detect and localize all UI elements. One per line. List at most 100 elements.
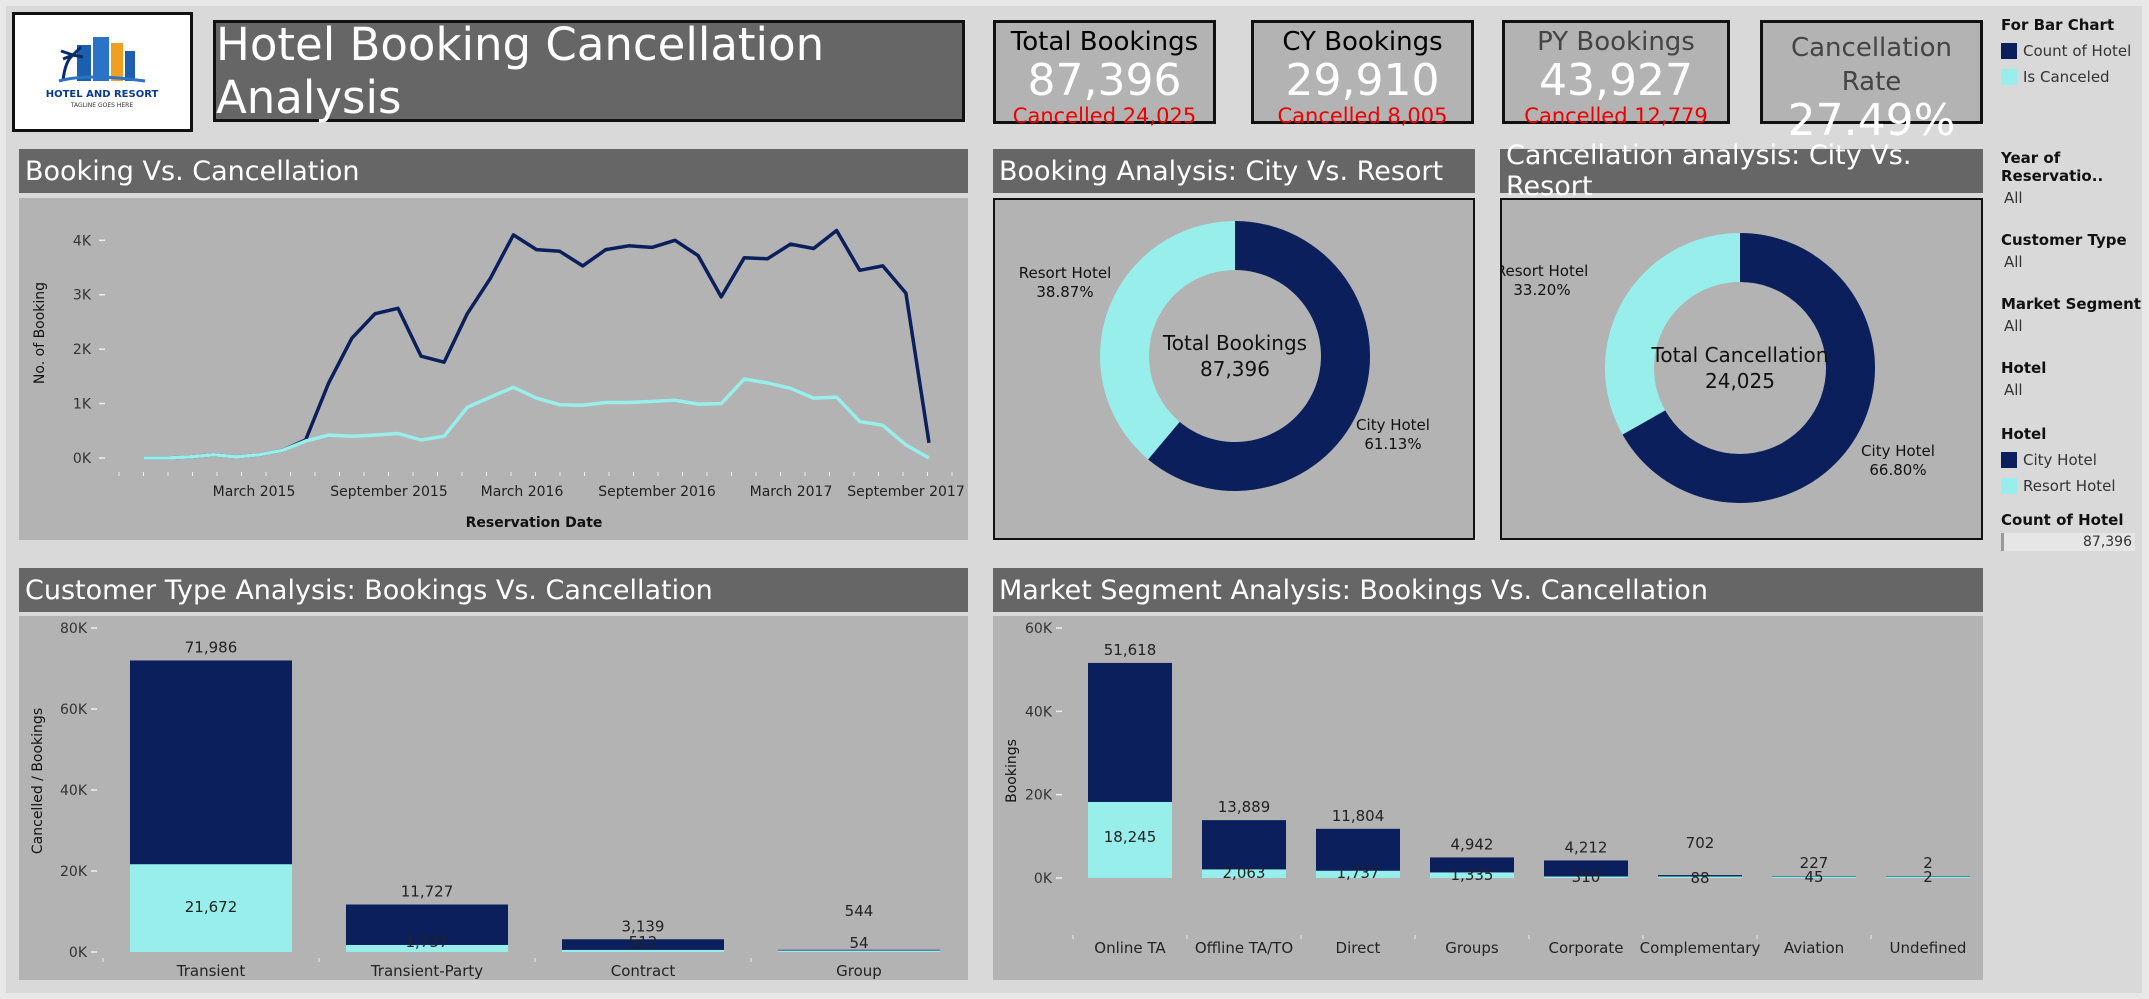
count-of-hotel-value: 87,396	[2083, 534, 2132, 550]
bar-cancelled	[1088, 801, 1172, 878]
slice-name-label: City Hotel	[1861, 442, 1935, 460]
y-tick-label: 0K	[69, 945, 88, 961]
category-label: Group	[836, 962, 882, 980]
legend-swatch	[2001, 478, 2017, 494]
y-tick-label: 20K	[1025, 788, 1053, 804]
market-segment-panel: 0K 20K 40K 60K Bookings 51,618 18,245 Online TA…	[993, 616, 1983, 980]
category-label: Transient-Party	[370, 962, 483, 980]
y-tick-label: 1K	[73, 397, 92, 413]
category-label: Corporate	[1549, 939, 1624, 957]
y-tick-label: 40K	[1025, 704, 1053, 720]
bar-total-label: 4,212	[1565, 838, 1608, 856]
logo-name: HOTEL AND RESORT	[46, 89, 159, 100]
filter-label: Customer Type	[2001, 231, 2127, 249]
filter-label: Market Segment	[2001, 295, 2141, 313]
cancellations-line	[144, 377, 930, 460]
bar-total	[562, 939, 724, 952]
bar-total	[1316, 828, 1400, 878]
bar-cancelled	[1658, 876, 1742, 878]
category-label: Online TA	[1094, 939, 1166, 957]
donut-center-title: Total Cancellation	[1651, 343, 1829, 367]
x-tick-label: September 2016	[598, 484, 716, 500]
filter-value[interactable]: All	[2004, 317, 2023, 335]
legend-swatch	[2001, 43, 2017, 59]
legend-item-resort-hotel[interactable]: Resort Hotel	[2001, 477, 2141, 495]
kpi-py-bookings: PY Bookings 43,927 Cancelled 12,779	[1502, 20, 1730, 128]
kpi-value: 87,396	[1027, 55, 1182, 106]
panel-title-market-segment: Market Segment Analysis: Bookings Vs. Ca…	[993, 568, 1983, 612]
y-tick-label: 0K	[1034, 871, 1053, 887]
filter-value[interactable]: All	[2004, 381, 2023, 399]
bar-cancelled-label: 54	[849, 934, 868, 952]
bar-total-label: 71,986	[185, 638, 238, 656]
y-tick-label: 2K	[73, 342, 92, 358]
y-axis-label: No. of Booking	[32, 282, 48, 384]
bar-total-label: 4,942	[1451, 835, 1494, 853]
bar-cancelled-label: 21,672	[185, 898, 238, 916]
x-tick-label: March 2016	[481, 484, 564, 500]
bar-total	[1202, 820, 1286, 878]
bar-cancelled	[1430, 872, 1514, 878]
logo-tagline: TAGLINE GOES HERE	[70, 102, 133, 109]
bar-cancelled-label: 1,335	[1451, 866, 1494, 884]
bookings-line	[144, 228, 931, 460]
legend-item-city-hotel[interactable]: City Hotel	[2001, 451, 2141, 469]
legend-item-is-canceled[interactable]: Is Canceled	[2001, 68, 2141, 86]
bar-cancelled-label: 88	[1690, 869, 1709, 887]
bar-cancelled-label: 1,737	[406, 933, 449, 951]
slice-percent-label: 66.80%	[1869, 461, 1926, 479]
y-tick-label: 0K	[73, 451, 92, 467]
y-axis-label: Cancelled / Bookings	[30, 708, 46, 854]
filter-customer-type[interactable]: Customer Type All	[2001, 231, 2141, 271]
kpi-value: 27.49%	[1787, 95, 1956, 146]
logo-frame: HOTEL AND RESORT TAGLINE GOES HERE	[12, 12, 193, 132]
customer-type-bar-chart: 0K 20K 40K 60K 80K Cancelled / Bookings 71,986…	[30, 621, 940, 980]
legend-item-count-of-hotel[interactable]: Count of Hotel	[2001, 42, 2141, 60]
filter-value[interactable]: All	[2004, 253, 2023, 271]
filter-market-segment[interactable]: Market Segment All	[2001, 295, 2141, 335]
legend-swatch	[2001, 69, 2017, 85]
panel-title-cancellation-analysis: Cancellation analysis: City Vs. Resort	[1500, 140, 1983, 202]
y-tick-label: 60K	[1025, 621, 1053, 637]
count-of-hotel-bar: 87,396	[2001, 533, 2135, 551]
bar-cancelled	[1772, 876, 1856, 878]
filter-hotel[interactable]: Hotel All	[2001, 359, 2141, 399]
bar-cancelled	[346, 944, 508, 952]
kpi-label: Total Bookings	[1010, 27, 1199, 57]
bar-total-label: 702	[1686, 834, 1715, 852]
sidebar: For Bar Chart Count of Hotel Is Canceled…	[2001, 16, 2141, 551]
slice-name-label: Resort Hotel	[1502, 262, 1588, 280]
kpi-label: Cancellation Rate	[1790, 33, 1953, 97]
kpi-cancellation-rate: Cancellation Rate 27.49%	[1760, 20, 1983, 143]
bar-total-label: 227	[1800, 854, 1829, 872]
bar-cancelled	[1886, 876, 1970, 878]
bar-total-label: 3,139	[622, 917, 665, 935]
slice-name-label: City Hotel	[1356, 416, 1430, 434]
filter-year[interactable]: Year of Reservatio.. All	[2001, 149, 2141, 207]
legend-label: Resort Hotel	[2023, 477, 2116, 495]
donut-slice-resort-hotel	[1100, 221, 1235, 460]
kpi-cy-bookings: CY Bookings 29,910 Cancelled 8,005	[1251, 20, 1474, 128]
panel-title-customer-type: Customer Type Analysis: Bookings Vs. Can…	[19, 568, 968, 612]
donut-panel-bookings: City Hotel 61.13% Resort Hotel 38.87% Total …	[993, 198, 1475, 540]
bar-total-label: 11,727	[401, 883, 454, 901]
slice-percent-label: 38.87%	[1036, 283, 1093, 301]
dashboard-title: Hotel Booking Cancellation Analysis	[213, 18, 965, 124]
category-label: Contract	[611, 962, 676, 980]
hotel-legend-title: Hotel	[2001, 425, 2047, 443]
bar-total-label: 51,618	[1104, 641, 1157, 659]
filter-value[interactable]: All	[2004, 189, 2023, 207]
x-axis-label: Reservation Date	[466, 515, 603, 531]
kpi-label: CY Bookings	[1282, 27, 1443, 57]
legend-label: Count of Hotel	[2023, 42, 2132, 60]
bar-cancelled	[1316, 870, 1400, 878]
y-tick-label: 20K	[60, 864, 88, 880]
category-label: Offline TA/TO	[1195, 939, 1293, 957]
bar-total-label: 2	[1923, 854, 1933, 872]
donut-slice-city-hotel	[1148, 221, 1370, 491]
kpi-label: PY Bookings	[1537, 27, 1695, 57]
filter-label: Year of Reservatio..	[2001, 149, 2104, 185]
bar-cancelled-label: 310	[1572, 868, 1601, 886]
kpi-cancelled: Cancelled 12,779	[1524, 104, 1708, 128]
